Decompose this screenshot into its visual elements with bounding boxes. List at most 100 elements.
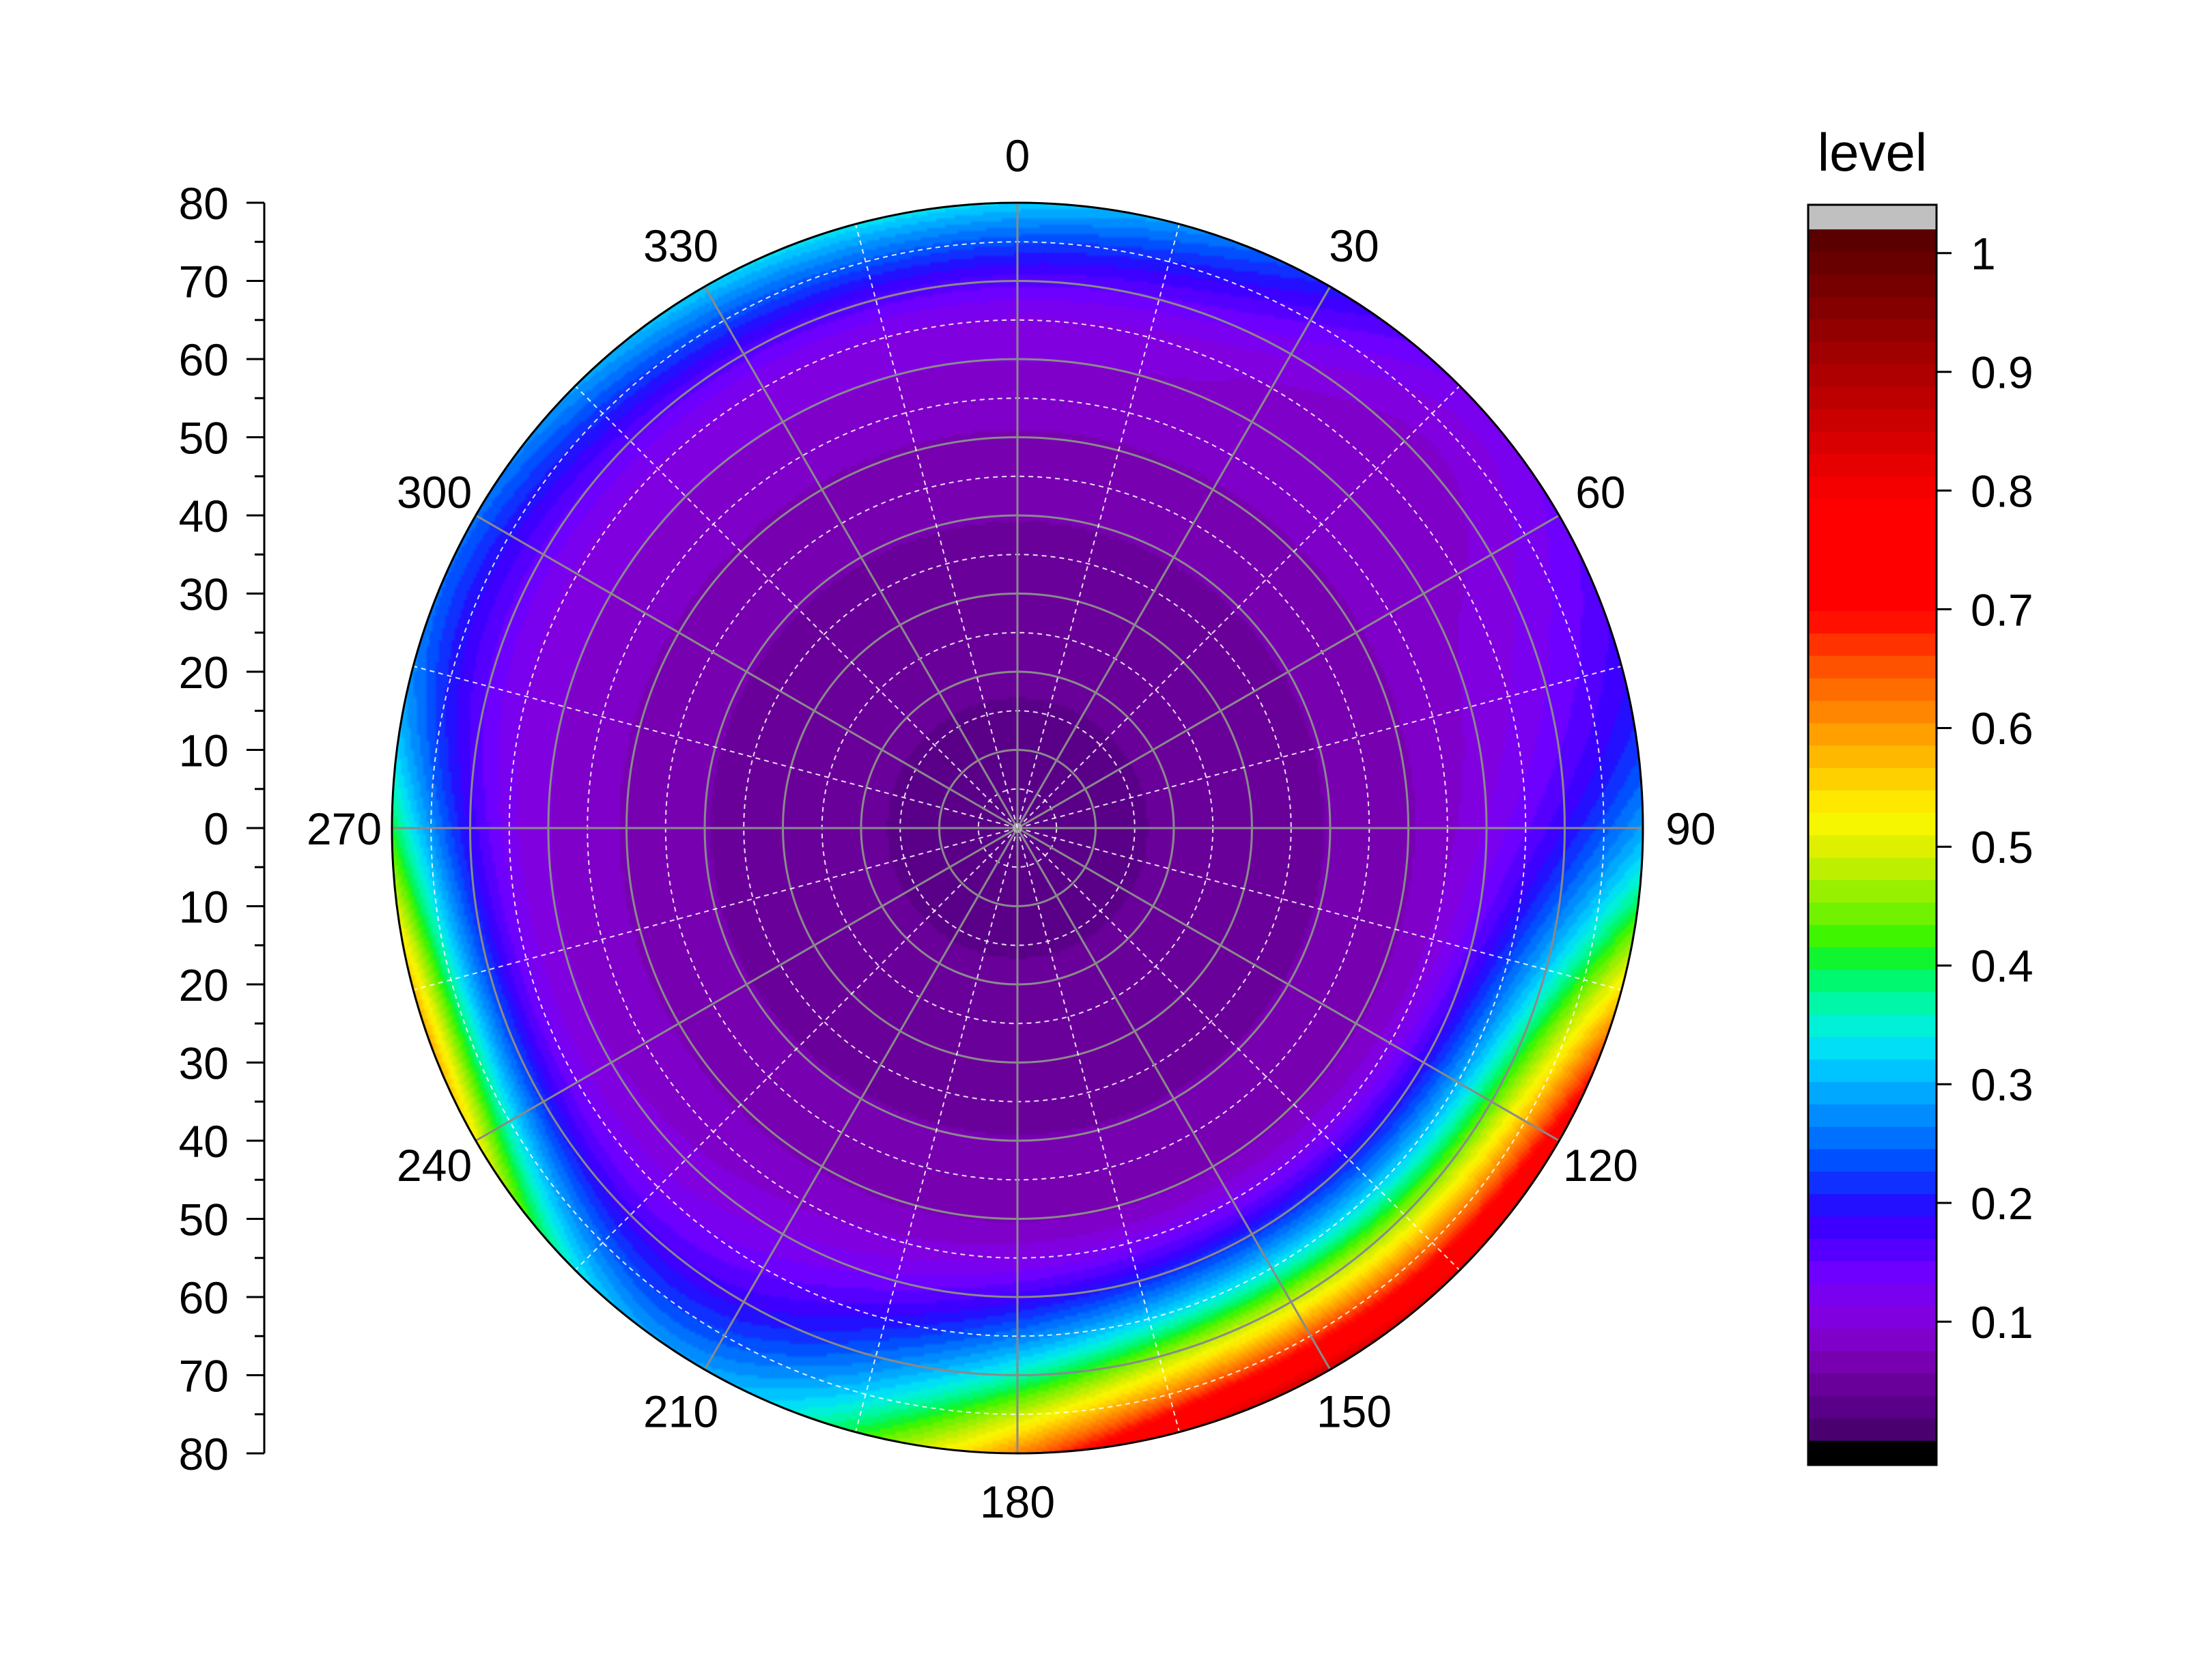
colorbar-swatch <box>1808 1104 1937 1127</box>
radial-axis-tick-label: 10 <box>179 725 229 775</box>
angular-gridline <box>475 827 1018 1142</box>
radial-axis-tick-label: 20 <box>179 960 229 1010</box>
colorbar-tick-label: 0.5 <box>1971 822 2033 872</box>
colorbar-swatch <box>1808 1126 1937 1150</box>
angular-tick-label: 300 <box>397 467 472 517</box>
colorbar-tick-label: 0.6 <box>1971 703 2033 754</box>
angular-tick-label: 30 <box>1329 220 1379 271</box>
colorbar-swatch <box>1808 498 1937 522</box>
radial-axis-tick-label: 70 <box>179 256 229 307</box>
colorbar-bottom-cap <box>1808 1440 1937 1465</box>
radial-axis-tick-label: 80 <box>179 178 229 229</box>
radial-axis-tick-label: 10 <box>179 881 229 932</box>
colorbar-swatch <box>1808 1216 1937 1239</box>
colorbar-swatch <box>1808 588 1937 612</box>
angular-gridline <box>1016 285 1332 829</box>
polar-grid <box>392 203 1643 1453</box>
colorbar-swatch <box>1808 857 1937 881</box>
colorbar-tick-label: 0.7 <box>1971 584 2033 635</box>
colorbar-tick-label: 1 <box>1971 229 1996 279</box>
angular-minor-gridline <box>854 223 1018 829</box>
colorbar-swatch <box>1808 924 1937 948</box>
radial-axis-tick-label: 20 <box>179 647 229 698</box>
colorbar-tick-label: 0.4 <box>1971 941 2033 991</box>
angular-tick-label: 240 <box>397 1140 472 1191</box>
colorbar-swatch <box>1808 408 1937 432</box>
colorbar-swatch <box>1808 453 1937 476</box>
colorbar-tick-label: 0.2 <box>1971 1178 2033 1229</box>
colorbar-swatch <box>1808 341 1937 365</box>
angular-minor-gridline <box>574 827 1018 1271</box>
colorbar-swatch <box>1808 700 1937 724</box>
angular-tick-label: 0 <box>1005 130 1030 181</box>
colorbar-swatch <box>1808 521 1937 544</box>
colorbar-swatch <box>1808 543 1937 567</box>
radial-axis-tick-label: 40 <box>179 1116 229 1167</box>
colorbar-swatch <box>1808 1171 1937 1195</box>
radial-axis-tick-label: 50 <box>179 412 229 463</box>
colorbar-title: level <box>1818 122 1927 182</box>
radial-axis-tick-label: 30 <box>179 1038 229 1088</box>
polar-disk-border <box>391 201 1644 1455</box>
colorbar-swatch <box>1808 678 1937 701</box>
colorbar-swatch <box>1808 610 1937 633</box>
angular-minor-gridline <box>1017 827 1622 991</box>
colorbar-tick-label: 0.1 <box>1971 1297 2033 1348</box>
colorbar-swatch <box>1808 1036 1937 1060</box>
angular-tick-label: 270 <box>307 803 382 854</box>
angular-minor-gridline <box>1017 223 1181 829</box>
colorbar-tick-label: 0.3 <box>1971 1059 2033 1110</box>
colorbar-swatch <box>1808 1373 1937 1396</box>
angular-minor-gridline <box>854 827 1018 1433</box>
colorbar-swatch <box>1808 1283 1937 1307</box>
colorbar-swatch <box>1808 767 1937 791</box>
colorbar-swatch <box>1808 229 1937 253</box>
radial-axis-tick-label: 0 <box>203 803 229 854</box>
radial-axis-tick-label: 50 <box>179 1194 229 1244</box>
angular-tick-label: 150 <box>1317 1386 1392 1437</box>
angular-gridline <box>703 827 1019 1371</box>
angular-gridline <box>1017 514 1560 829</box>
radial-axis-tick-label: 30 <box>179 569 229 619</box>
angular-tick-label: 330 <box>643 220 718 271</box>
colorbar-swatch <box>1808 319 1937 342</box>
colorbar-swatch <box>1808 1261 1937 1284</box>
colorbar-swatch <box>1808 655 1937 679</box>
colorbar-swatch <box>1808 991 1937 1015</box>
radial-axis-tick-label: 40 <box>179 491 229 541</box>
colorbar-swatch <box>1808 251 1937 275</box>
colorbar-swatch <box>1808 1328 1937 1352</box>
angular-gridline <box>1017 827 1560 1142</box>
radial-axis-tick-label: 60 <box>179 334 229 385</box>
colorbar-swatch <box>1808 1193 1937 1217</box>
angular-tick-label: 120 <box>1563 1140 1638 1191</box>
colorbar-swatch <box>1808 364 1937 387</box>
colorbar-swatch <box>1808 386 1937 410</box>
colorbar-tick-label: 0.8 <box>1971 466 2033 516</box>
colorbar-swatch <box>1808 274 1937 298</box>
colorbar-swatch <box>1808 1081 1937 1105</box>
colorbar-swatch <box>1808 835 1937 858</box>
radial-axis-tick-label: 70 <box>179 1350 229 1401</box>
colorbar-swatch <box>1808 1350 1937 1374</box>
angular-minor-gridline <box>1017 827 1461 1271</box>
angular-tick-label: 90 <box>1665 803 1715 854</box>
angular-tick-label: 210 <box>643 1386 718 1437</box>
colorbar-swatch <box>1808 1059 1937 1082</box>
radial-axis-tick-label: 80 <box>179 1429 229 1479</box>
colorbar-tick-label: 0.9 <box>1971 347 2033 397</box>
angular-minor-gridline <box>1017 827 1181 1433</box>
angular-gridline <box>1016 827 1332 1371</box>
colorbar-swatch <box>1808 296 1937 320</box>
colorbar-swatch <box>1808 1305 1937 1329</box>
colorbar-swatch <box>1808 947 1937 970</box>
angular-tick-label: 180 <box>980 1477 1055 1527</box>
colorbar-swatch <box>1808 812 1937 836</box>
angular-minor-gridline <box>1017 385 1461 829</box>
colorbar-swatch <box>1808 565 1937 589</box>
colorbar-frame <box>1807 203 1938 1466</box>
angular-minor-gridline <box>412 665 1018 829</box>
angular-gridline <box>475 514 1018 829</box>
colorbar-swatch <box>1808 879 1937 903</box>
